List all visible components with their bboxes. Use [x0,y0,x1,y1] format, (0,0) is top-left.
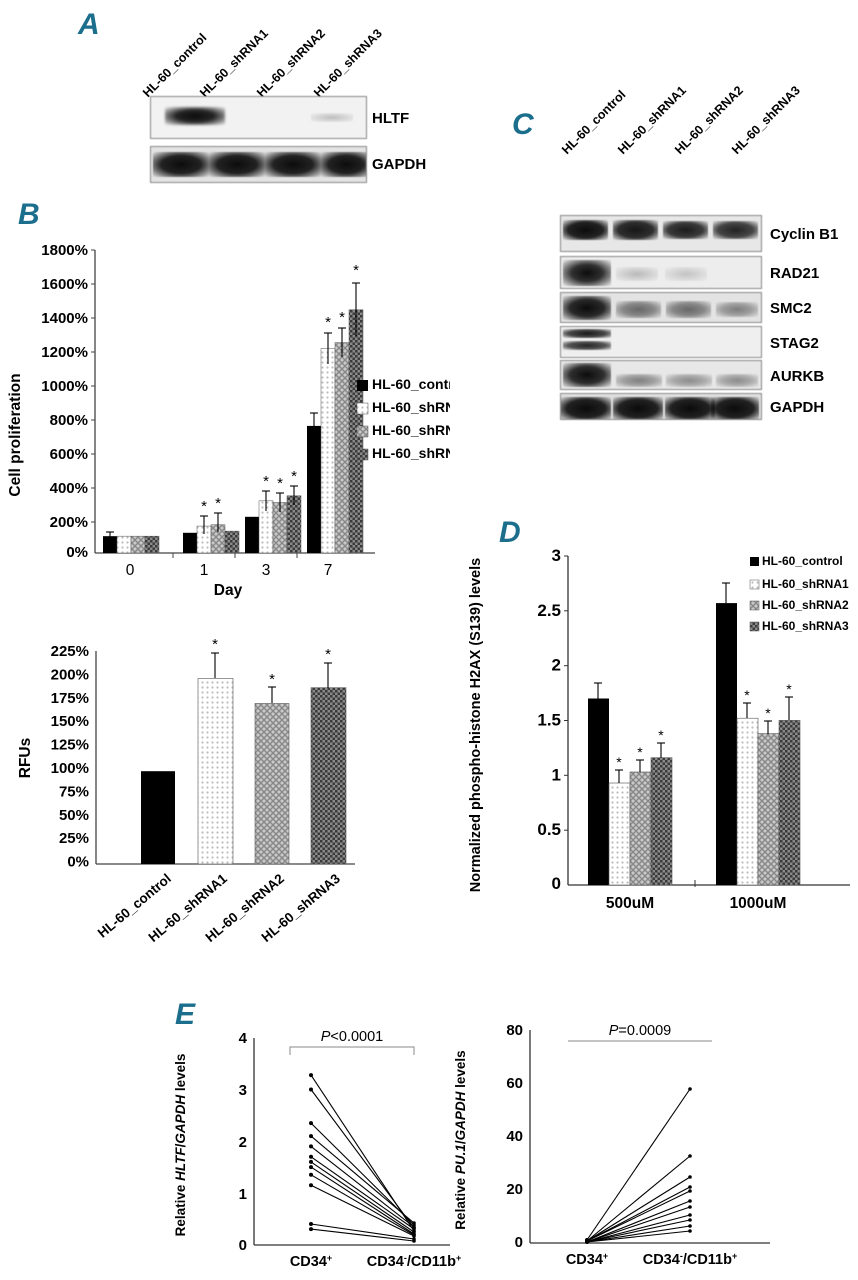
svg-text:1: 1 [552,765,561,784]
svg-text:0: 0 [239,1237,247,1254]
svg-text:500uM: 500uM [606,895,654,912]
svg-text:*: * [263,473,269,490]
svg-text:HL-60_shRNA1: HL-60_shRNA1 [762,577,849,591]
svg-text:P=0.0009: P=0.0009 [609,1023,672,1039]
svg-text:0: 0 [515,1234,523,1251]
svg-text:CD34-/CD11b+: CD34-/CD11b+ [367,1253,462,1270]
svg-text:800%: 800% [50,412,88,429]
svg-text:100%: 100% [51,760,89,777]
svg-text:Day: Day [214,582,243,599]
svg-text:2: 2 [552,656,561,675]
svg-text:HL-60_control: HL-60_control [372,376,450,392]
svg-text:7: 7 [324,562,333,579]
svg-text:*: * [201,498,207,515]
svg-text:2.5: 2.5 [537,601,561,620]
svg-text:200%: 200% [51,666,89,683]
svg-text:*: * [765,705,771,721]
svg-text:3: 3 [239,1082,247,1099]
svg-text:P<0.0001: P<0.0001 [321,1029,384,1045]
svg-text:*: * [291,468,297,485]
svg-text:RFUs: RFUs [17,738,34,778]
svg-text:0%: 0% [66,544,88,561]
svg-text:225%: 225% [51,643,89,660]
svg-text:3: 3 [552,546,561,565]
svg-text:175%: 175% [51,690,89,707]
svg-text:*: * [325,646,331,663]
svg-text:0: 0 [126,562,135,579]
svg-text:*: * [658,727,664,743]
svg-text:50%: 50% [59,807,89,824]
svg-text:*: * [269,671,275,688]
svg-text:4: 4 [239,1030,248,1047]
svg-text:1: 1 [239,1186,247,1203]
svg-text:20: 20 [506,1181,523,1198]
svg-text:25%: 25% [59,830,89,847]
svg-text:1400%: 1400% [41,310,88,327]
svg-text:2: 2 [239,1134,247,1151]
svg-text:*: * [786,681,792,697]
svg-text:HL-60_shRNA3: HL-60_shRNA3 [372,445,450,461]
svg-text:1200%: 1200% [41,344,88,361]
svg-text:600%: 600% [50,446,88,463]
svg-text:*: * [353,262,359,279]
svg-text:125%: 125% [51,737,89,754]
svg-text:200%: 200% [50,514,88,531]
svg-text:HL-60_shRNA2: HL-60_shRNA2 [372,422,450,438]
svg-text:*: * [212,636,218,653]
svg-text:80: 80 [506,1022,523,1039]
svg-text:*: * [325,314,331,331]
svg-text:60: 60 [506,1075,523,1092]
svg-text:1.5: 1.5 [537,711,561,730]
svg-text:0: 0 [552,874,561,893]
svg-text:CD34-/CD11b+: CD34-/CD11b+ [643,1251,738,1268]
svg-text:HL-60_shRNA3: HL-60_shRNA3 [762,619,849,633]
svg-text:0.5: 0.5 [537,820,561,839]
svg-text:Relative HLTF/GAPDH levels: Relative HLTF/GAPDH levels [173,1054,188,1237]
svg-text:*: * [215,495,221,512]
svg-text:1000%: 1000% [41,378,88,395]
svg-text:0%: 0% [67,854,89,871]
svg-text:*: * [744,687,750,703]
svg-text:Cell proliferation: Cell proliferation [7,373,24,496]
svg-text:HL-60_control: HL-60_control [762,554,843,568]
svg-text:1000uM: 1000uM [730,895,787,912]
svg-text:1600%: 1600% [41,276,88,293]
svg-text:1800%: 1800% [41,242,88,259]
svg-text:Normalized phospho-histone H2A: Normalized phospho-histone H2AX (S139) l… [468,558,484,892]
svg-text:40: 40 [506,1128,523,1145]
svg-text:CD34+: CD34+ [290,1253,332,1270]
svg-text:*: * [616,754,622,770]
svg-text:HL-60_shRNA1: HL-60_shRNA1 [372,399,450,415]
svg-text:*: * [339,309,345,326]
svg-text:HL-60_shRNA2: HL-60_shRNA2 [762,598,849,612]
svg-text:1: 1 [200,562,209,579]
svg-text:*: * [277,475,283,492]
svg-text:3: 3 [262,562,271,579]
svg-text:CD34+: CD34+ [566,1251,608,1268]
svg-text:Relative PU.1/GAPDH levels: Relative PU.1/GAPDH levels [453,1050,468,1229]
svg-text:75%: 75% [59,783,89,800]
svg-text:400%: 400% [50,480,88,497]
svg-text:*: * [637,744,643,760]
svg-text:150%: 150% [51,713,89,730]
